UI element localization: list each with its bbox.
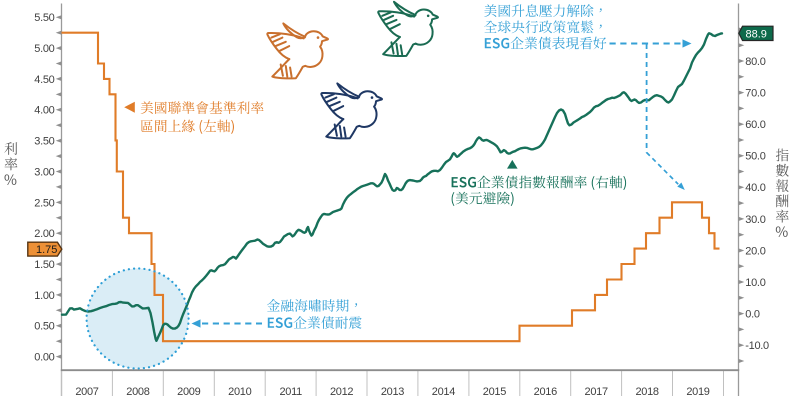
svg-text:2015: 2015 [483,386,506,398]
svg-text:5.00: 5.00 [34,43,54,55]
svg-text:40.0: 40.0 [745,182,765,194]
svg-text:3.50: 3.50 [34,136,54,148]
svg-text:2017: 2017 [585,386,608,398]
svg-text:80.0: 80.0 [745,56,765,68]
svg-text:2008: 2008 [126,386,149,398]
svg-text:88.9: 88.9 [746,28,767,40]
svg-text:3.00: 3.00 [34,166,54,178]
svg-text:0.00: 0.00 [34,352,54,364]
svg-text:1.50: 1.50 [34,259,54,271]
svg-text:2.50: 2.50 [34,197,54,209]
svg-text:30.0: 30.0 [745,214,765,226]
svg-text:20.0: 20.0 [745,245,765,257]
svg-text:10.0: 10.0 [745,277,765,289]
svg-text:70.0: 70.0 [745,88,765,100]
svg-text:2009: 2009 [177,386,200,398]
svg-text:4.50: 4.50 [34,74,54,86]
svg-text:2.00: 2.00 [34,228,54,240]
svg-text:2019: 2019 [686,386,709,398]
svg-text:2012: 2012 [330,386,353,398]
svg-text:2007: 2007 [75,386,98,398]
svg-text:0.50: 0.50 [34,321,54,333]
svg-text:2010: 2010 [228,386,251,398]
svg-text:5.50: 5.50 [34,12,54,24]
svg-text:2018: 2018 [635,386,658,398]
svg-text:-10.0: -10.0 [745,340,769,352]
svg-text:2014: 2014 [432,386,455,398]
svg-text:1.75: 1.75 [36,244,57,256]
svg-text:2011: 2011 [279,386,302,398]
svg-text:50.0: 50.0 [745,151,765,163]
svg-text:2016: 2016 [534,386,557,398]
svg-text:4.00: 4.00 [34,105,54,117]
svg-text:1.00: 1.00 [34,290,54,302]
svg-text:0.0: 0.0 [745,309,760,321]
svg-text:60.0: 60.0 [745,119,765,131]
svg-text:2013: 2013 [381,386,404,398]
